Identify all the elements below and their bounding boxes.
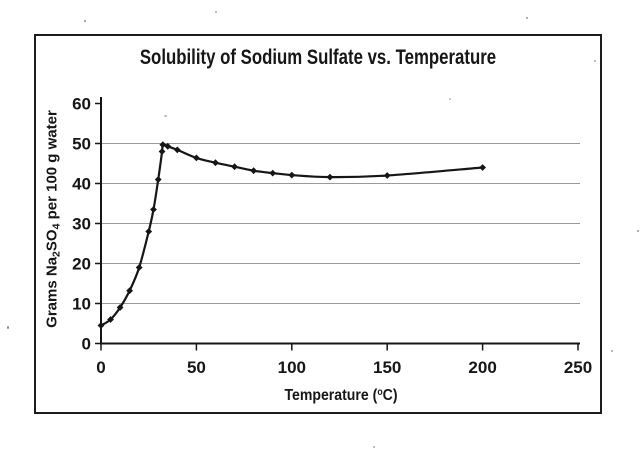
x-tick-label-150: 150	[373, 358, 401, 377]
scan-speck	[164, 115, 167, 117]
x-tick-label-50: 50	[187, 358, 206, 377]
data-point-marker-0	[97, 322, 105, 329]
scan-speck	[215, 11, 217, 13]
x-tick-label-100: 100	[278, 358, 306, 377]
scan-speck	[526, 17, 528, 19]
data-point-marker-150	[383, 172, 391, 179]
data-point-marker-15	[126, 287, 134, 295]
y-tick-label-0: 0	[82, 335, 91, 354]
x-tick-label-0: 0	[96, 358, 105, 377]
x-tick-label-200: 200	[468, 358, 496, 377]
data-point-marker-100	[288, 171, 296, 179]
scan-speck	[594, 60, 596, 62]
data-point-marker-30	[154, 176, 162, 183]
scan-speck	[7, 326, 9, 329]
data-point-marker-27.5	[150, 206, 157, 213]
data-point-marker-200	[479, 164, 486, 171]
x-axis-title: Temperature (oC)	[284, 386, 398, 405]
scan-speck	[84, 20, 86, 22]
data-point-marker-5	[107, 316, 114, 323]
data-point-marker-25	[145, 228, 153, 235]
y-tick-label-10: 10	[72, 295, 91, 314]
scan-speck	[637, 230, 639, 232]
data-point-marker-70	[231, 163, 238, 171]
y-tick-label-40: 40	[72, 175, 91, 194]
data-point-marker-40	[173, 146, 181, 154]
chart-title: Solubility of Sodium Sulfate vs. Tempera…	[139, 46, 497, 69]
data-point-marker-10	[116, 304, 124, 311]
y-tick-label-60: 60	[72, 95, 91, 114]
y-tick-label-30: 30	[72, 215, 91, 234]
y-tick-label-20: 20	[72, 255, 91, 274]
data-point-marker-120	[326, 173, 334, 181]
data-point-marker-80	[250, 167, 258, 175]
y-tick-label-50: 50	[72, 135, 91, 154]
data-point-marker-35	[164, 142, 172, 150]
data-point-marker-32.4	[159, 141, 167, 149]
data-point-marker-20	[135, 264, 143, 271]
solubility-curve	[99, 143, 484, 327]
data-point-marker-90	[269, 169, 277, 177]
data-point-marker-60	[212, 159, 219, 167]
data-point-marker-50	[193, 154, 200, 162]
scan-speck	[611, 350, 613, 352]
data-point-marker-32	[158, 148, 166, 155]
x-tick-label-250: 250	[564, 358, 592, 377]
scan-speck	[373, 446, 375, 448]
scan-speck	[449, 98, 451, 100]
